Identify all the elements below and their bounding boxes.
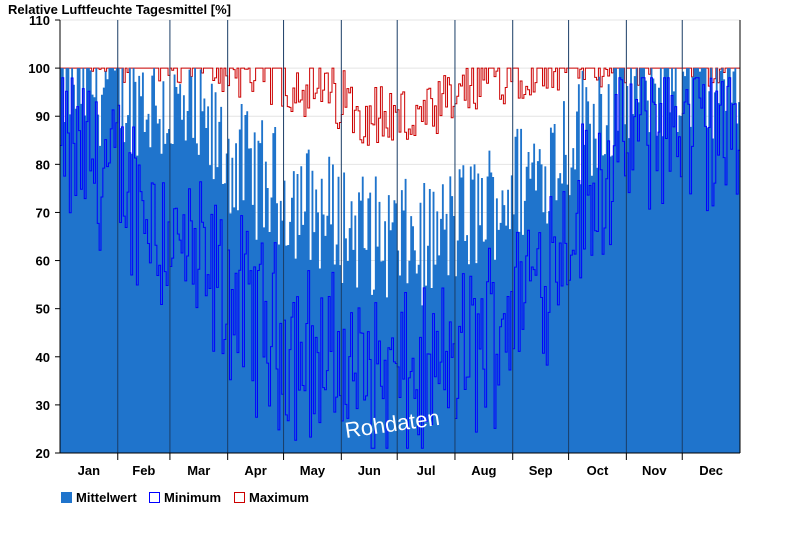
y-tick-label-40: 40 (36, 350, 50, 365)
x-tick-label-oct: Oct (587, 463, 609, 478)
y-tick-label-70: 70 (36, 205, 50, 220)
plot-area (60, 19, 740, 454)
x-tick-label-nov: Nov (642, 463, 667, 478)
x-tick-label-dec: Dec (699, 463, 723, 478)
legend-swatch-maximum (234, 492, 245, 503)
x-tick-label-sep: Sep (529, 463, 553, 478)
x-tick-label-aug: Aug (471, 463, 496, 478)
legend-swatch-minimum (149, 492, 160, 503)
y-tick-label-60: 60 (36, 254, 50, 269)
y-tick-label-100: 100 (28, 61, 50, 76)
legend-swatch-mittelwert (61, 492, 72, 503)
legend: Mittelwert Minimum Maximum (61, 490, 309, 505)
y-tick-label-20: 20 (36, 446, 50, 461)
y-tick-label-80: 80 (36, 157, 50, 172)
x-tick-label-may: May (300, 463, 326, 478)
legend-label-mittelwert: Mittelwert (76, 490, 137, 505)
x-tick-label-apr: Apr (244, 463, 266, 478)
series-maximum-line (60, 67, 740, 146)
series-minimum-line (60, 77, 740, 449)
y-tick-label-90: 90 (36, 109, 50, 124)
x-axis: Jan Feb Mar Apr May Jun Jul Aug Sep Oct Nov Dec (60, 452, 740, 478)
chart-title: Relative Luftfeuchte Tagesmittel [%] (8, 2, 231, 17)
x-tick-label-mar: Mar (187, 463, 210, 478)
y-tick-label-30: 30 (36, 398, 50, 413)
y-axis: 20 30 40 50 60 70 80 90 100 110 (28, 13, 741, 461)
x-tick-label-jun: Jun (358, 463, 381, 478)
x-tick-label-jan: Jan (78, 463, 100, 478)
legend-label-minimum: Minimum (164, 490, 221, 505)
y-tick-label-110: 110 (29, 13, 50, 28)
legend-label-maximum: Maximum (249, 490, 309, 505)
x-tick-label-feb: Feb (132, 463, 155, 478)
x-tick-label-jul: Jul (417, 463, 436, 478)
y-tick-label-50: 50 (36, 302, 50, 317)
